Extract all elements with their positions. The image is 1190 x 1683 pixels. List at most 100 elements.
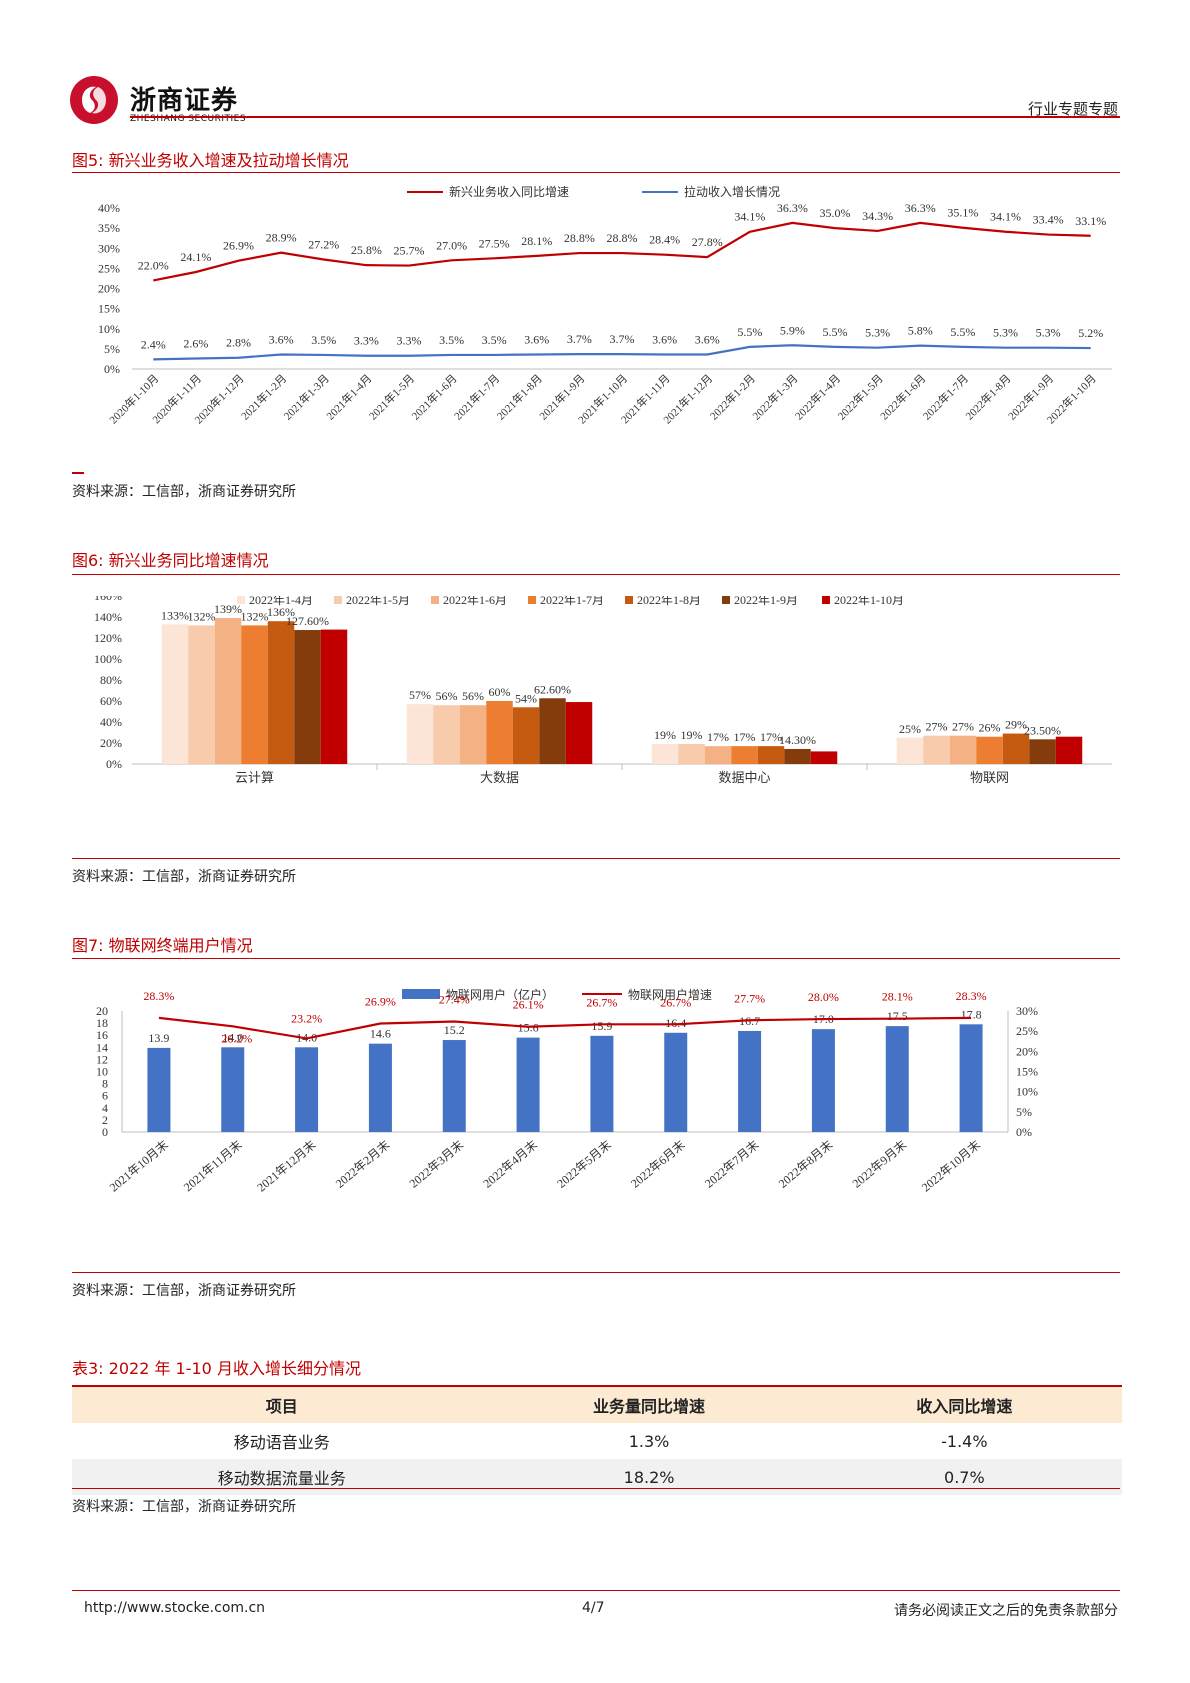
bar: [784, 748, 811, 764]
y-right-tick-label: 0%: [1016, 1125, 1032, 1139]
bar: [1029, 739, 1056, 764]
data-label: 22.0%: [138, 258, 169, 272]
bar: [949, 735, 977, 764]
data-label: 5.3%: [993, 326, 1018, 340]
header-divider: [130, 116, 1120, 118]
y-tick-label: 5%: [104, 342, 120, 356]
bar: [1055, 736, 1083, 764]
data-label: 54%: [515, 691, 537, 705]
fig7-source: 资料来源：工信部，浙商证券研究所: [72, 1283, 296, 1299]
y-right-tick-label: 20%: [1016, 1044, 1038, 1058]
bar: [923, 735, 950, 764]
y-tick-label: 20%: [98, 282, 120, 296]
data-label: 136%: [267, 605, 295, 619]
fig7-title: 图7: 物联网终端用户情况: [72, 936, 253, 955]
bar-data-label: 13.9: [148, 1031, 169, 1045]
data-label: 5.8%: [908, 324, 933, 338]
legend-label: 物联网用户增速: [628, 987, 712, 1002]
table-cell: 1.3%: [628, 1431, 670, 1451]
data-label: 29%: [1005, 718, 1027, 732]
x-tick-label: 2022年7月末: [702, 1138, 762, 1191]
fig5-title: 图5: 新兴业务收入增速及拉动增长情况: [72, 151, 349, 170]
fig5-line-chart: 新兴业务收入同比增速 拉动收入增长情况 0% 5% 10% 15% 20% 25% 30% 35%…: [98, 184, 1112, 426]
fig6-title: 图6: 新兴业务同比增速情况: [72, 551, 269, 570]
bar: [757, 746, 785, 764]
brand-name: 浙商证券: [130, 86, 239, 116]
data-label: 27.8%: [692, 235, 723, 249]
y-left-tick-label: 10: [96, 1065, 108, 1079]
line-data-label: 26.1%: [513, 998, 544, 1012]
bar: [147, 1047, 171, 1132]
data-label: 27%: [952, 720, 974, 734]
table3-source: 资料来源：工信部，浙商证券研究所: [72, 1499, 296, 1515]
table-cell: 0.7%: [806, 1459, 1122, 1495]
bar: [459, 705, 487, 764]
x-tick-label: 2021年12月末: [254, 1138, 318, 1195]
bar: [368, 1043, 392, 1132]
data-label: 24.1%: [180, 250, 211, 264]
legend-label: 2022年1-10月: [834, 596, 904, 607]
bar: [704, 746, 732, 764]
y-tick-label: 10%: [98, 322, 120, 336]
data-label: 3.6%: [695, 333, 720, 347]
data-label: 33.4%: [1033, 213, 1064, 227]
y-tick-label: 140%: [94, 610, 122, 624]
bar: [1002, 733, 1030, 764]
footer-divider: [72, 1590, 1120, 1591]
legend-swatch: [402, 989, 440, 999]
line-data-label: 28.3%: [956, 989, 987, 1003]
x-tick-label: 数据中心: [718, 770, 770, 785]
bar: [651, 744, 679, 764]
table-cell: 18.2%: [491, 1459, 807, 1495]
legend-label: 2022年1-5月: [346, 596, 410, 607]
x-tick-label: 物联网: [970, 770, 1009, 785]
fig7-chart: 物联网用户（亿户） 物联网用户增速 0 2 4 6 8 10 12 14 16 18 20 0% 5% 10%…: [72, 985, 1120, 1274]
data-label: 17%: [707, 730, 729, 744]
data-label: 28.8%: [607, 231, 638, 245]
table3: 项目 业务量同比增速 收入同比增速 移动语音业务 1.3% -1.4% 移动数据…: [72, 1385, 1122, 1495]
y-tick-label: 20%: [100, 736, 122, 750]
brand-name-en: ZHESHANG SECURITIES: [130, 114, 247, 124]
data-label: 3.5%: [311, 333, 336, 347]
line-data-label: 23.2%: [291, 1011, 322, 1025]
disclaimer-note: 请务必阅读正文之后的免责条款部分: [894, 1603, 1118, 1619]
bar: [295, 1047, 319, 1132]
line-data-label: 27.4%: [439, 992, 470, 1006]
bar: [811, 1029, 835, 1132]
legend-label: 物联网用户（亿户）: [446, 987, 554, 1002]
fig7-bottom-divider: [72, 1272, 1120, 1273]
data-label: 35.0%: [820, 206, 851, 220]
y-right-tick-label: 25%: [1016, 1024, 1038, 1038]
data-label: 28.8%: [564, 231, 595, 245]
y-right-tick-label: 15%: [1016, 1065, 1038, 1079]
table-header-revenue-growth: 收入同比增速: [806, 1386, 1122, 1423]
fig6-source: 资料来源：工信部，浙商证券研究所: [72, 869, 296, 885]
x-tick-label: 云计算: [235, 770, 274, 785]
fig5-chart: 新兴业务收入同比增速 拉动收入增长情况 0% 5% 10% 15% 20% 25% 30% 35%…: [72, 180, 1120, 474]
bar: [738, 1030, 762, 1132]
fig5-title-divider: [72, 172, 1120, 173]
y-left-tick-label: 0: [102, 1125, 108, 1139]
y-right-tick-label: 5%: [1016, 1105, 1032, 1119]
data-label: 34.1%: [990, 210, 1021, 224]
data-label: 132%: [241, 609, 269, 623]
data-label: 33.1%: [1075, 214, 1106, 228]
y-left-tick-label: 16: [96, 1028, 108, 1042]
fig6-bottom-divider: [72, 858, 1120, 859]
plot-area: 0%20%40%60%80%100%120%140%160%133%132%13…: [94, 589, 1112, 785]
x-tick-label: 2021年11月末: [181, 1138, 245, 1195]
legend-swatch: [237, 596, 245, 604]
data-label: 5.5%: [950, 325, 975, 339]
table-header-item: 项目: [72, 1386, 492, 1423]
data-label: 23.50%: [1024, 723, 1061, 737]
report-section-label: 行业专题专题: [1027, 100, 1118, 118]
bar: [516, 1037, 540, 1132]
bar-data-label: 14.0: [222, 1030, 243, 1044]
data-label: 28.9%: [266, 231, 297, 245]
data-label: 25.7%: [393, 244, 424, 258]
data-label: 5.3%: [1036, 326, 1061, 340]
footer-url-link[interactable]: http://www.stocke.com.cn: [84, 1600, 266, 1616]
bar: [221, 1047, 245, 1132]
y-tick-label: 60%: [100, 694, 122, 708]
data-label: 56%: [436, 689, 458, 703]
